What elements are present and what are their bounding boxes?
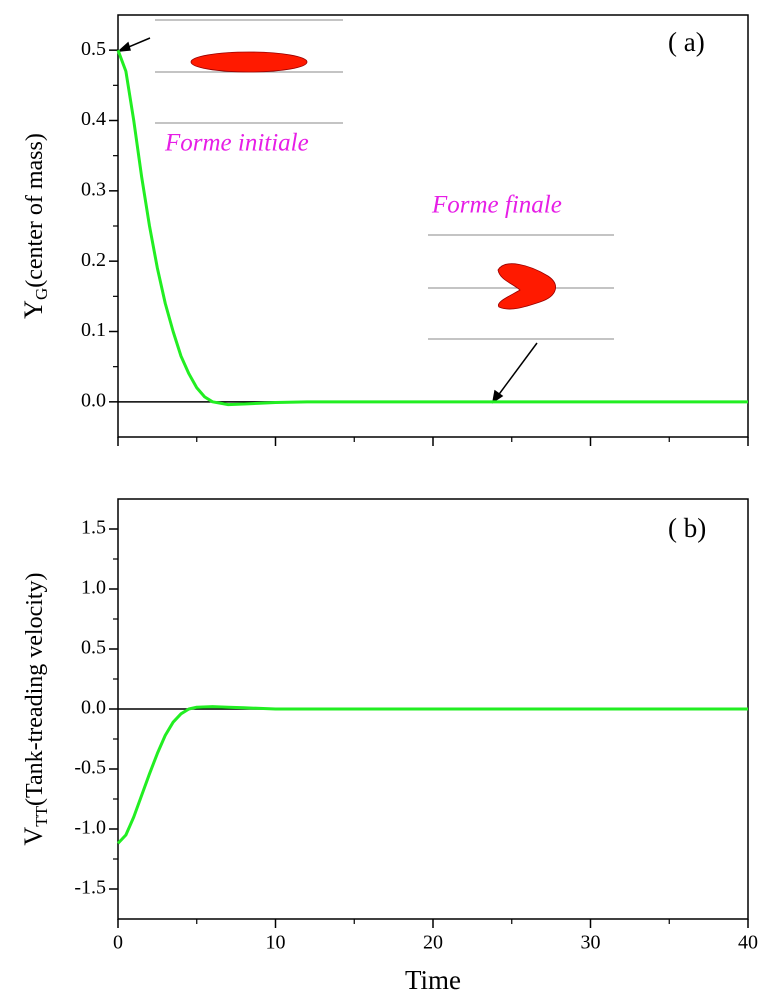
- plot-frame: [117, 14, 749, 438]
- arrows: [116, 37, 538, 404]
- y-tick-label: 0.4: [81, 108, 106, 130]
- x-tick-label: 10: [266, 932, 286, 954]
- y-label-sub: G: [32, 288, 51, 300]
- y-tick-label: 0.2: [81, 249, 106, 271]
- x-tick-label: 40: [738, 932, 758, 954]
- y-tick-label: -0.5: [74, 757, 106, 779]
- y-tick-label: 0.0: [81, 389, 106, 411]
- panel-label: ( b): [668, 513, 706, 543]
- y-axis-label: YG(center of mass): [19, 133, 51, 319]
- y-label-rest: (Tank-treading velocity): [22, 572, 48, 806]
- y-tick-label: 0.5: [81, 38, 106, 60]
- panel-label: ( a): [668, 27, 705, 57]
- x-tick-label: 0: [113, 932, 123, 954]
- y-label-main: Y: [19, 300, 48, 319]
- y-label-main: V: [19, 827, 48, 846]
- annotation: Forme initiale: [164, 130, 309, 157]
- y-tick-label: 1.5: [81, 517, 106, 539]
- x-tick-label: 20: [423, 932, 443, 954]
- y-tick-label: -1.5: [74, 877, 106, 899]
- annotation: Forme finale: [431, 192, 562, 219]
- y-tick-label: 0.0: [81, 697, 106, 719]
- y-tick-label: 1.0: [81, 577, 106, 599]
- y-label-rest: (center of mass): [22, 133, 48, 288]
- data-line: [116, 49, 748, 407]
- y-tick-label: -1.0: [74, 817, 106, 839]
- x-axis-label: Time: [405, 965, 461, 995]
- y-tick-label: 0.1: [81, 319, 106, 341]
- y-tick-label: 0.5: [81, 637, 106, 659]
- data-line: [116, 705, 748, 845]
- x-tick-label: 30: [581, 932, 601, 954]
- inset-final: [428, 234, 614, 340]
- inset-initial: [155, 19, 343, 124]
- y-axis-label: VTT(Tank-treading velocity): [19, 572, 51, 845]
- y-label-sub: TT: [32, 805, 51, 826]
- y-tick-label: 0.3: [81, 178, 106, 200]
